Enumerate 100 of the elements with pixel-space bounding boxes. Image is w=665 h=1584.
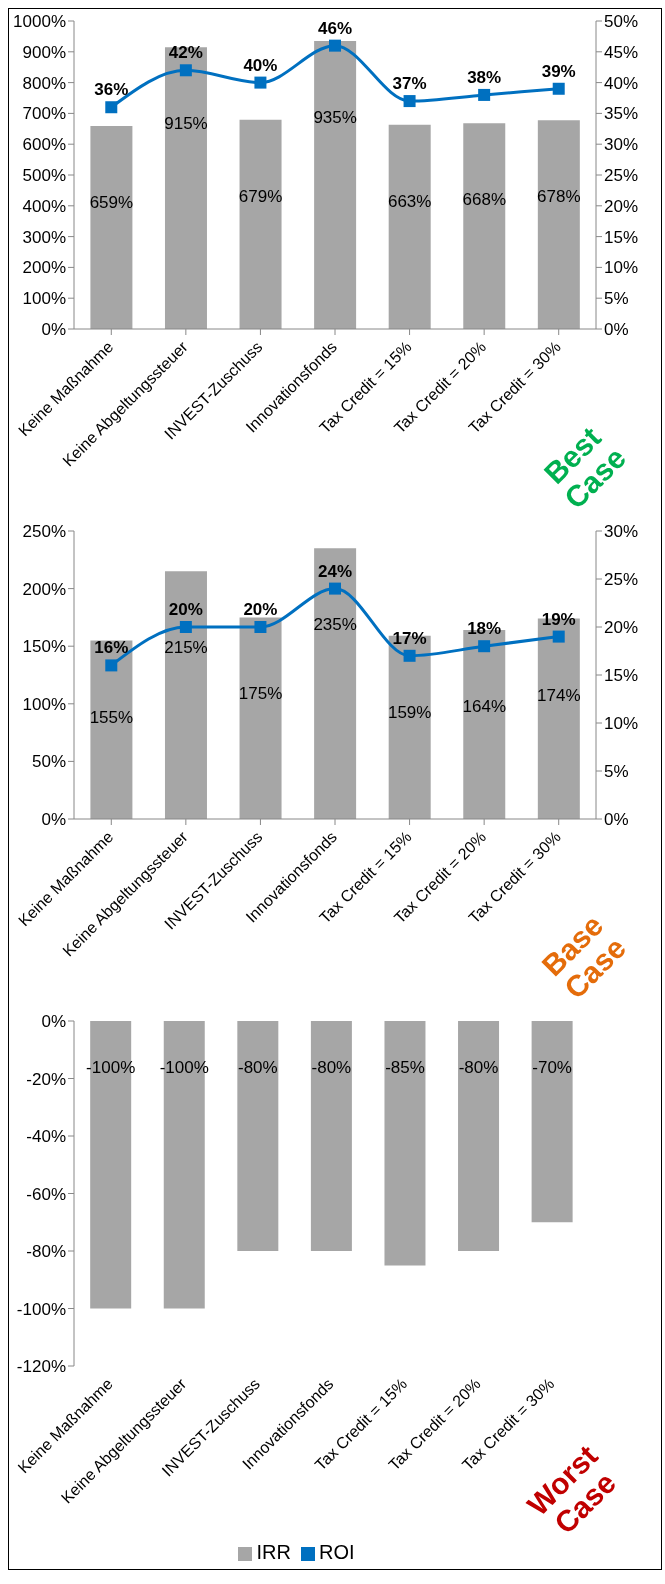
y-tick-label: 400%: [22, 196, 66, 216]
y-tick-label: 50%: [31, 752, 66, 772]
y2-tick-label: 45%: [604, 42, 639, 62]
y-tick-label: 1000%: [13, 12, 66, 32]
bar: [164, 47, 207, 329]
data-label: 668%: [462, 190, 507, 210]
bar: [239, 119, 282, 329]
point: [329, 582, 341, 595]
data-label: 915%: [164, 114, 208, 134]
y-tick-label: 700%: [22, 104, 66, 124]
data-label: 164%: [462, 697, 507, 717]
y-tick-label: 0%: [41, 810, 66, 830]
y2-tick-label: 30%: [604, 522, 639, 542]
y2-tick-label: 20%: [604, 618, 639, 638]
point: [105, 101, 118, 114]
point: [105, 659, 118, 672]
point: [478, 640, 491, 653]
y2-tick-label: 15%: [604, 227, 639, 247]
y-tick-label: 600%: [22, 135, 66, 155]
bar: [314, 41, 357, 329]
y-tick-label: 100%: [22, 289, 66, 309]
y2-tick-label: 50%: [604, 12, 639, 32]
y2-tick-label: 15%: [604, 666, 639, 686]
legend-label: ROI: [318, 1541, 355, 1563]
data-label: 19%: [541, 609, 576, 629]
y-tick-label: 250%: [22, 522, 66, 542]
y2-tick-label: 25%: [604, 570, 639, 590]
data-label: -100%: [86, 1058, 136, 1078]
data-label: 39%: [541, 61, 576, 81]
data-label: -100%: [159, 1058, 209, 1078]
y-tick-label: 0%: [41, 1012, 66, 1032]
y2-tick-label: 0%: [604, 320, 629, 340]
y-tick-label: 900%: [22, 42, 66, 62]
point: [552, 630, 565, 643]
bar: [90, 126, 133, 329]
y-tick-label: 300%: [22, 227, 66, 247]
point: [552, 82, 565, 95]
point: [403, 95, 416, 108]
data-label: 16%: [94, 638, 129, 658]
data-label: 159%: [387, 702, 432, 722]
bar: [463, 123, 506, 329]
y-tick-label: -80%: [26, 1242, 66, 1262]
data-label: 679%: [238, 186, 283, 206]
data-label: -80%: [458, 1058, 499, 1078]
legend-label: IRR: [256, 1541, 291, 1563]
y2-tick-label: 35%: [604, 104, 639, 124]
data-label: 24%: [317, 561, 353, 581]
point: [478, 88, 491, 101]
data-label: -85%: [385, 1058, 425, 1078]
point: [403, 649, 416, 662]
bar: [239, 617, 282, 819]
y-tick-label: 100%: [22, 694, 66, 714]
y2-tick-label: 10%: [604, 714, 639, 734]
point: [329, 39, 341, 52]
y2-tick-label: 5%: [604, 289, 629, 309]
data-label: -80%: [237, 1058, 278, 1078]
y-tick-label: -120%: [16, 1357, 66, 1377]
y2-tick-label: 20%: [604, 196, 639, 216]
y-tick-label: 500%: [22, 166, 66, 186]
data-label: 40%: [243, 55, 278, 75]
y2-tick-label: 0%: [604, 810, 629, 830]
y-tick-label: 200%: [22, 258, 66, 278]
point: [179, 64, 192, 77]
y-tick-label: 150%: [22, 637, 66, 657]
data-label: -80%: [311, 1058, 352, 1078]
data-label: 38%: [467, 67, 502, 87]
data-label: 235%: [313, 615, 357, 635]
data-label: 175%: [238, 684, 283, 704]
data-label: -70%: [532, 1058, 572, 1078]
data-label: 663%: [387, 191, 432, 211]
data-label: 20%: [243, 600, 278, 619]
data-label: 36%: [94, 80, 129, 100]
y2-tick-label: 40%: [604, 73, 639, 93]
point: [254, 76, 267, 89]
y2-tick-label: 5%: [604, 762, 629, 782]
y-tick-label: -40%: [26, 1127, 66, 1147]
data-label: 46%: [317, 18, 353, 38]
bar: [537, 120, 580, 329]
y-tick-label: 800%: [22, 73, 66, 93]
y2-tick-label: 10%: [604, 258, 639, 278]
y-tick-label: -60%: [26, 1184, 66, 1204]
bar: [314, 548, 357, 819]
bar: [90, 640, 133, 819]
data-label: 155%: [89, 707, 134, 727]
y-tick-label: 200%: [22, 579, 66, 599]
point: [254, 621, 267, 633]
data-label: 17%: [392, 628, 427, 648]
data-label: 678%: [537, 187, 581, 207]
y-tick-label: -100%: [16, 1299, 66, 1319]
data-label: 20%: [168, 600, 203, 619]
point: [179, 621, 192, 633]
y2-tick-label: 25%: [604, 166, 639, 186]
data-label: 935%: [313, 108, 357, 128]
data-label: 37%: [392, 74, 427, 94]
data-label: 659%: [89, 193, 134, 213]
y2-tick-label: 30%: [604, 135, 639, 155]
y-tick-label: -20%: [26, 1069, 66, 1089]
bar: [164, 571, 207, 819]
data-label: 215%: [164, 638, 208, 658]
data-label: 174%: [537, 685, 581, 705]
